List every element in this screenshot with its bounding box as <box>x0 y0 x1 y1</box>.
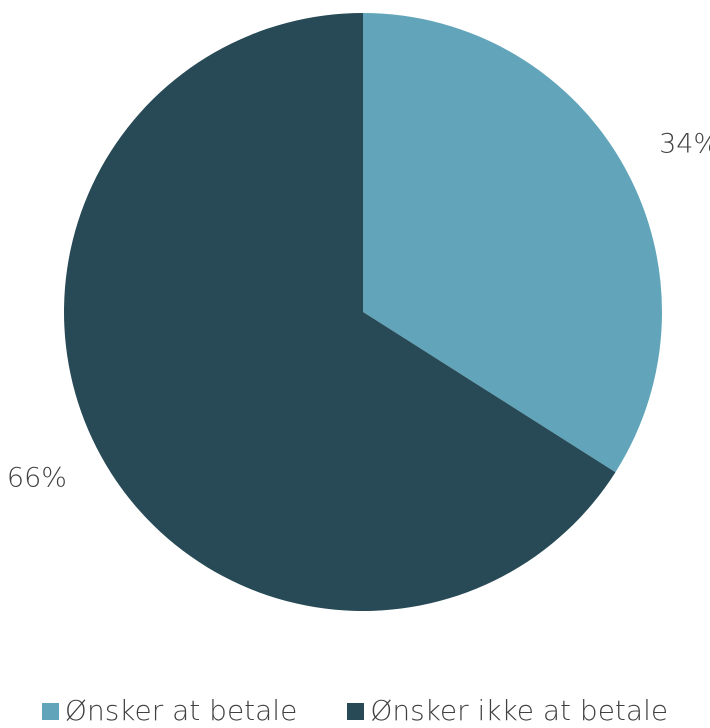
data-label-onsker-ikke-at-betale: 66% <box>7 463 67 494</box>
pie-slice-onsker-at-betale <box>363 13 662 473</box>
data-label-onsker-at-betale: 34% <box>659 128 710 159</box>
legend-label-onsker-ikke-at-betale: Ønsker ikke at betale <box>370 694 669 727</box>
legend-item-onsker-at-betale: Ønsker at betale <box>41 694 298 727</box>
legend-label-onsker-at-betale: Ønsker at betale <box>64 694 298 727</box>
legend-swatch-onsker-at-betale <box>41 702 59 720</box>
pie-slice-onsker-ikke-at-betale <box>63 13 616 611</box>
legend-item-onsker-ikke-at-betale: Ønsker ikke at betale <box>347 697 668 725</box>
legend-swatch-onsker-ikke-at-betale <box>347 702 365 720</box>
chart-legend: Ønsker at betale Ønsker ikke at betale <box>0 694 710 728</box>
